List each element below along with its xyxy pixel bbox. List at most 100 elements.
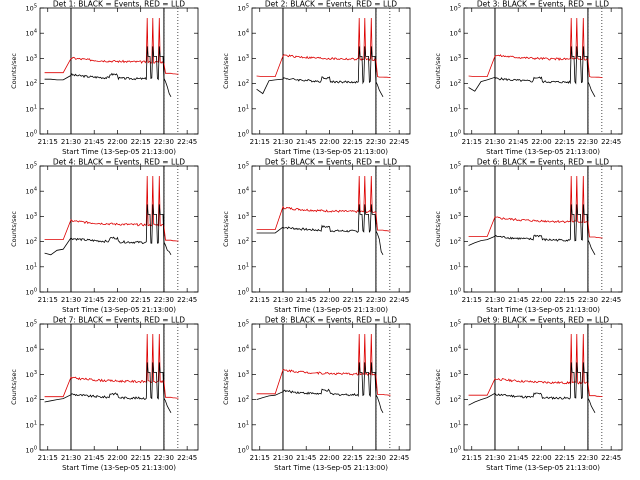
y-tick-label: 102 bbox=[238, 237, 249, 246]
y-tick-label: 105 bbox=[450, 320, 461, 329]
y-tick-label: 101 bbox=[26, 104, 37, 113]
y-tick-label: 102 bbox=[450, 79, 461, 88]
plot-panel-6: Det 6: BLACK = Events, RED = LLD 100 101 10… bbox=[434, 158, 623, 314]
x-tick-label: 22:30 bbox=[366, 138, 386, 146]
x-tick-label: 22:45 bbox=[389, 454, 409, 462]
y-tick-label: 101 bbox=[26, 262, 37, 271]
y-tick-label: 103 bbox=[238, 54, 249, 63]
y-tick-label: 102 bbox=[238, 395, 249, 404]
x-tick-label: 21:30 bbox=[273, 296, 293, 304]
y-axis-label: Counts/sec bbox=[222, 211, 230, 247]
x-tick-label: 21:15 bbox=[250, 296, 270, 304]
x-tick-label: 21:15 bbox=[250, 138, 270, 146]
series-lld-line bbox=[256, 175, 391, 232]
x-axis-label: Start Time (13-Sep-05 21:13:00) bbox=[274, 306, 388, 314]
x-tick-label: 22:30 bbox=[154, 138, 174, 146]
y-tick-label: 104 bbox=[26, 29, 37, 38]
x-tick-label: 22:00 bbox=[107, 454, 127, 462]
y-tick-label: 100 bbox=[450, 288, 461, 297]
y-axis-label: Counts/sec bbox=[434, 53, 442, 89]
x-axis-label: Start Time (13-Sep-05 21:13:00) bbox=[274, 464, 388, 472]
x-tick-label: 22:30 bbox=[578, 296, 598, 304]
y-tick-label: 100 bbox=[238, 446, 249, 455]
x-tick-label: 22:30 bbox=[154, 296, 174, 304]
plot-title: Det 4: BLACK = Events, RED = LLD bbox=[53, 158, 185, 167]
y-tick-label: 102 bbox=[450, 395, 461, 404]
x-tick-label: 22:45 bbox=[177, 454, 197, 462]
x-tick-label: 21:45 bbox=[296, 138, 316, 146]
x-tick-label: 21:15 bbox=[462, 454, 482, 462]
plot-title: Det 1: BLACK = Events, RED = LLD bbox=[53, 0, 185, 9]
plot-panel-1: Det 1: BLACK = Events, RED = LLD 100 101 10… bbox=[10, 0, 199, 156]
plot-title: Det 7: BLACK = Events, RED = LLD bbox=[53, 316, 185, 325]
y-axis-label: Counts/sec bbox=[222, 369, 230, 405]
x-tick-label: 22:30 bbox=[366, 296, 386, 304]
y-tick-label: 100 bbox=[238, 288, 249, 297]
plot-panel-4: Det 4: BLACK = Events, RED = LLD 100 101 10… bbox=[10, 158, 199, 314]
y-tick-label: 105 bbox=[450, 162, 461, 171]
y-tick-label: 102 bbox=[450, 237, 461, 246]
y-tick-label: 104 bbox=[450, 345, 461, 354]
plot-frame bbox=[251, 7, 411, 135]
plot-title: Det 6: BLACK = Events, RED = LLD bbox=[477, 158, 609, 167]
x-tick-label: 21:45 bbox=[296, 296, 316, 304]
x-tick-label: 21:45 bbox=[508, 296, 528, 304]
series-events-line bbox=[468, 204, 596, 255]
plot-title: Det 9: BLACK = Events, RED = LLD bbox=[477, 316, 609, 325]
series-lld-line bbox=[44, 333, 179, 399]
series-lld-line bbox=[468, 333, 603, 397]
x-tick-label: 22:30 bbox=[578, 138, 598, 146]
series-events-line bbox=[256, 204, 384, 255]
x-axis-label: Start Time (13-Sep-05 21:13:00) bbox=[62, 306, 176, 314]
x-tick-label: 21:30 bbox=[273, 138, 293, 146]
plot-panel-7: Det 7: BLACK = Events, RED = LLD 100 101 10… bbox=[10, 316, 199, 472]
x-tick-label: 22:30 bbox=[366, 454, 386, 462]
x-tick-label: 21:15 bbox=[38, 454, 58, 462]
x-tick-label: 22:15 bbox=[343, 138, 363, 146]
y-axis-label: Counts/sec bbox=[10, 369, 18, 405]
x-tick-label: 22:15 bbox=[555, 454, 575, 462]
x-tick-label: 22:45 bbox=[389, 296, 409, 304]
plot-panel-9: Det 9: BLACK = Events, RED = LLD 100 101 10… bbox=[434, 316, 623, 472]
y-tick-label: 104 bbox=[26, 345, 37, 354]
y-tick-label: 102 bbox=[26, 395, 37, 404]
y-tick-label: 103 bbox=[26, 54, 37, 63]
y-tick-label: 100 bbox=[26, 130, 37, 139]
x-tick-label: 21:15 bbox=[462, 138, 482, 146]
y-tick-label: 104 bbox=[238, 29, 249, 38]
x-axis-label: Start Time (13-Sep-05 21:13:00) bbox=[486, 306, 600, 314]
x-tick-label: 21:45 bbox=[84, 454, 104, 462]
x-tick-label: 22:00 bbox=[107, 296, 127, 304]
y-tick-label: 103 bbox=[450, 212, 461, 221]
x-axis-label: Start Time (13-Sep-05 21:13:00) bbox=[486, 464, 600, 472]
x-tick-label: 22:00 bbox=[319, 454, 339, 462]
y-tick-label: 103 bbox=[26, 212, 37, 221]
x-axis-label: Start Time (13-Sep-05 21:13:00) bbox=[62, 148, 176, 156]
y-tick-label: 104 bbox=[26, 187, 37, 196]
y-tick-label: 105 bbox=[26, 162, 37, 171]
y-tick-label: 104 bbox=[450, 187, 461, 196]
x-tick-label: 21:45 bbox=[84, 138, 104, 146]
series-lld-line bbox=[44, 17, 179, 75]
y-tick-label: 102 bbox=[26, 79, 37, 88]
y-tick-label: 100 bbox=[450, 446, 461, 455]
y-tick-label: 105 bbox=[238, 4, 249, 13]
y-tick-label: 103 bbox=[450, 54, 461, 63]
x-tick-label: 21:15 bbox=[250, 454, 270, 462]
y-tick-label: 104 bbox=[238, 345, 249, 354]
y-tick-label: 105 bbox=[238, 162, 249, 171]
x-tick-label: 22:15 bbox=[555, 138, 575, 146]
series-lld-line bbox=[44, 175, 179, 242]
plot-frame bbox=[39, 323, 199, 451]
x-tick-label: 21:15 bbox=[38, 138, 58, 146]
series-lld-line bbox=[256, 333, 391, 396]
x-tick-label: 21:45 bbox=[508, 454, 528, 462]
y-tick-label: 105 bbox=[450, 4, 461, 13]
y-tick-label: 101 bbox=[450, 262, 461, 271]
x-tick-label: 22:30 bbox=[578, 454, 598, 462]
x-tick-label: 22:15 bbox=[131, 138, 151, 146]
y-tick-label: 100 bbox=[26, 446, 37, 455]
x-axis-label: Start Time (13-Sep-05 21:13:00) bbox=[486, 148, 600, 156]
x-tick-label: 21:30 bbox=[485, 138, 505, 146]
